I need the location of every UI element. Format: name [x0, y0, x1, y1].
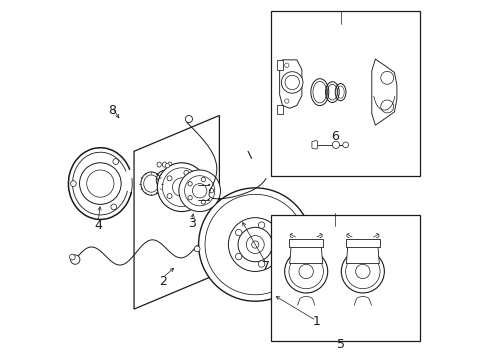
Circle shape	[187, 195, 192, 200]
Circle shape	[235, 229, 242, 236]
Polygon shape	[279, 60, 301, 108]
Circle shape	[187, 182, 192, 186]
Circle shape	[179, 170, 220, 212]
Text: 7: 7	[262, 260, 269, 273]
Circle shape	[235, 253, 242, 260]
Circle shape	[70, 181, 76, 186]
Circle shape	[162, 168, 201, 207]
Circle shape	[111, 204, 117, 210]
Circle shape	[341, 250, 384, 293]
Circle shape	[172, 178, 191, 197]
Text: 4: 4	[94, 219, 102, 233]
Circle shape	[209, 189, 213, 193]
Polygon shape	[276, 105, 282, 114]
Polygon shape	[289, 246, 322, 264]
Circle shape	[113, 159, 119, 165]
Circle shape	[285, 75, 299, 90]
Circle shape	[272, 241, 278, 248]
Circle shape	[185, 116, 192, 123]
Circle shape	[380, 100, 393, 113]
Circle shape	[80, 163, 121, 204]
Circle shape	[298, 264, 313, 279]
Circle shape	[69, 254, 75, 260]
Circle shape	[281, 72, 303, 93]
Circle shape	[184, 176, 214, 206]
Circle shape	[355, 264, 369, 279]
Circle shape	[258, 261, 264, 267]
Circle shape	[167, 176, 172, 181]
Circle shape	[284, 99, 288, 103]
Circle shape	[204, 194, 305, 295]
Circle shape	[228, 218, 282, 271]
Circle shape	[194, 185, 199, 190]
Text: 2: 2	[159, 275, 166, 288]
Circle shape	[342, 142, 348, 148]
Circle shape	[258, 222, 264, 228]
Circle shape	[251, 241, 258, 248]
Text: 5: 5	[337, 338, 345, 351]
Text: 3: 3	[187, 217, 195, 230]
Bar	[270, 215, 419, 341]
Circle shape	[201, 200, 205, 204]
Circle shape	[284, 250, 327, 293]
Text: 6: 6	[330, 130, 338, 144]
Polygon shape	[311, 140, 317, 149]
Circle shape	[345, 254, 379, 289]
Circle shape	[288, 254, 323, 289]
Circle shape	[165, 163, 169, 168]
Circle shape	[194, 246, 200, 252]
Text: 1: 1	[312, 315, 320, 328]
Circle shape	[201, 177, 205, 182]
Circle shape	[86, 170, 114, 197]
Circle shape	[198, 188, 311, 301]
Polygon shape	[276, 60, 282, 69]
Circle shape	[246, 235, 264, 253]
Circle shape	[167, 194, 172, 198]
Circle shape	[284, 63, 288, 67]
Circle shape	[380, 71, 393, 84]
Bar	[270, 12, 419, 176]
Polygon shape	[346, 246, 379, 264]
Circle shape	[157, 163, 206, 212]
Circle shape	[183, 199, 188, 204]
Circle shape	[70, 255, 80, 264]
Polygon shape	[288, 239, 323, 247]
Polygon shape	[345, 239, 379, 247]
Circle shape	[332, 141, 339, 148]
Circle shape	[238, 227, 272, 262]
Circle shape	[192, 184, 206, 198]
Text: 8: 8	[107, 104, 116, 117]
Circle shape	[183, 170, 188, 175]
Polygon shape	[371, 59, 396, 125]
Polygon shape	[134, 116, 219, 309]
